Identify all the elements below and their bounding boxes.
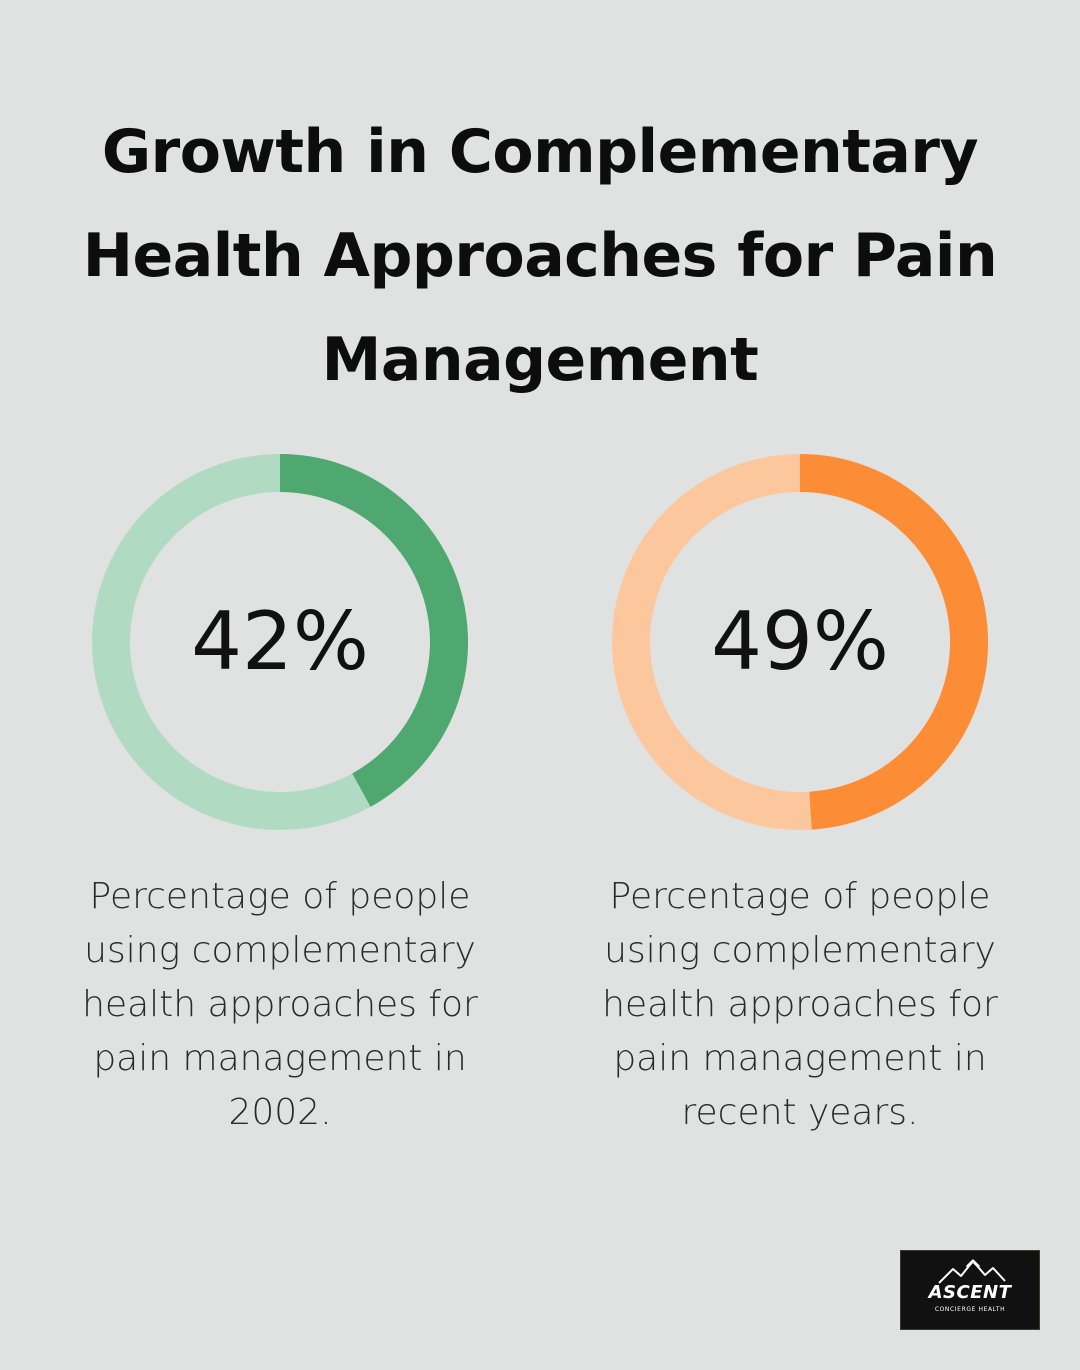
donut-value-label: 42% [191, 595, 369, 688]
description-line: using complementary [604, 930, 996, 971]
brand-logo: ASCENT CONCIERGE HEALTH [900, 1250, 1040, 1330]
mountain-icon [938, 1259, 1006, 1284]
title-line: Health Approaches for Pain [82, 221, 998, 291]
description-line: pain management in [93, 1038, 467, 1079]
donut-chart-2002: 42% [90, 452, 470, 832]
donut-value-label: 49% [711, 595, 889, 688]
donut-chart-svg [612, 454, 989, 830]
logo-wordmark: ASCENT [928, 1282, 1012, 1303]
donut-chart-svg [92, 454, 469, 830]
page-title: Growth in Complementary Health Approache… [40, 100, 1040, 412]
description-line: Percentage of people [89, 876, 471, 917]
donut-segment [799, 454, 989, 830]
description-line: 2002. [228, 1092, 332, 1133]
description-line: pain management in [613, 1038, 987, 1079]
title-line: Management [321, 325, 759, 395]
title-line: Growth in Complementary [101, 117, 979, 187]
description-line: recent years. [681, 1092, 919, 1133]
description-line: health approaches for [602, 984, 998, 1025]
logo-subtitle: CONCIERGE HEALTH [934, 1306, 1006, 1313]
description-line: using complementary [84, 930, 476, 971]
donut-segment [279, 454, 469, 807]
description-line: Percentage of people [609, 876, 991, 917]
donut-description-recent: Percentage of people using complementary… [580, 870, 1020, 1140]
description-line: health approaches for [82, 984, 478, 1025]
donut-description-2002: Percentage of people using complementary… [60, 870, 500, 1140]
donut-chart-recent: 49% [610, 452, 990, 832]
